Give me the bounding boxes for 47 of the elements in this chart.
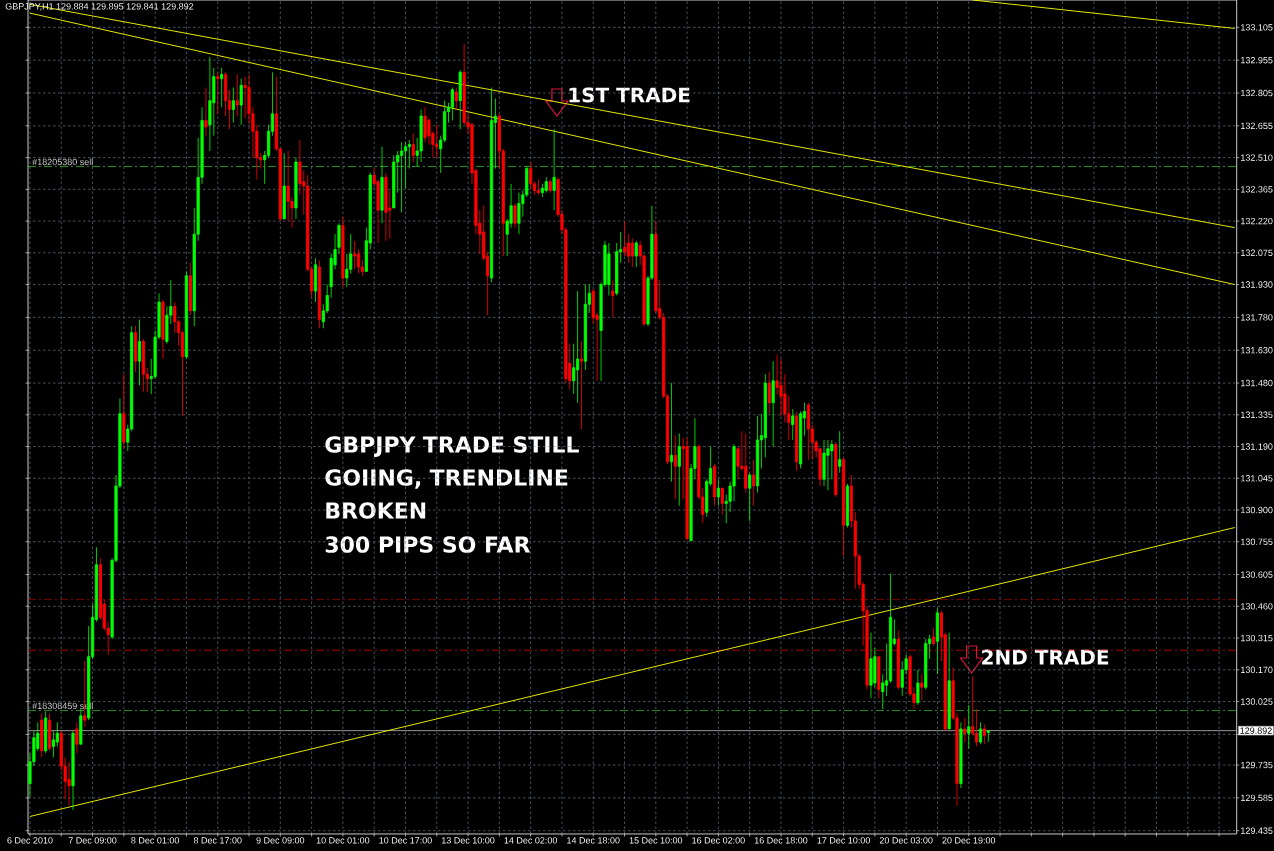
x-tick-label: 9 Dec 09:00 xyxy=(256,837,305,844)
x-tick-label: 7 Dec 09:00 xyxy=(68,837,117,844)
x-tick-label: 13 Dec 10:00 xyxy=(441,837,495,844)
y-tick-label: 131.480 xyxy=(1241,379,1273,387)
y-tick-label: 133.105 xyxy=(1241,24,1273,31)
y-tick-label: 129.435 xyxy=(1241,827,1273,834)
y-tick-label: 130.605 xyxy=(1241,571,1273,578)
annotation: 2ND TRADE xyxy=(982,649,1109,665)
y-tick-label: 132.510 xyxy=(1241,154,1273,161)
ref-line-label: #18205380 sell xyxy=(32,158,93,166)
y-tick-label: 131.190 xyxy=(1241,443,1273,450)
x-tick-label: 20 Dec 03:00 xyxy=(879,837,933,844)
y-tick-label: 130.755 xyxy=(1241,538,1273,545)
y-tick-label: 132.805 xyxy=(1241,89,1273,97)
x-tick-label: 10 Dec 17:00 xyxy=(379,837,432,844)
x-tick-label: 16 Dec 02:00 xyxy=(692,837,745,844)
annotation: GBPJPY TRADE STILL GOIING, TRENDLINE BROKEN xyxy=(325,436,579,519)
y-tick-label: 129.735 xyxy=(1241,761,1273,769)
y-tick-label: 131.930 xyxy=(1241,281,1273,288)
x-tick-label: 14 Dec 18:00 xyxy=(567,837,620,844)
y-tick-label: 131.335 xyxy=(1241,411,1273,418)
x-tick-label: 8 Dec 01:00 xyxy=(131,837,180,844)
x-tick-label: 15 Dec 10:00 xyxy=(629,837,683,844)
y-tick-label: 131.045 xyxy=(1241,475,1273,482)
y-tick-label: 132.220 xyxy=(1241,217,1273,225)
x-tick-label: 20 Dec 19:00 xyxy=(942,837,996,844)
y-tick-label: 130.025 xyxy=(1241,698,1273,705)
y-tick-label: 130.900 xyxy=(1241,506,1273,514)
x-tick-label: 16 Dec 18:00 xyxy=(754,837,808,844)
annotation: 300 PIPS SO FAR xyxy=(325,536,531,553)
x-tick-label: 10 Dec 01:00 xyxy=(316,837,370,844)
y-tick-label: 132.365 xyxy=(1241,186,1273,193)
y-tick-label: 130.460 xyxy=(1241,603,1273,610)
annotation: 1ST TRADE xyxy=(569,87,690,103)
x-tick-label: 8 Dec 17:00 xyxy=(193,837,242,844)
x-tick-label: 6 Dec 2010 xyxy=(7,837,53,844)
x-tick-label: 17 Dec 10:00 xyxy=(817,837,870,844)
y-tick-label: 132.655 xyxy=(1241,122,1273,130)
y-tick-label: 132.075 xyxy=(1241,249,1273,256)
ref-line-label: 129.892 xyxy=(1240,727,1272,734)
y-tick-label: 131.630 xyxy=(1241,347,1273,354)
y-tick-label: 130.170 xyxy=(1241,666,1273,673)
x-tick-label: 14 Dec 02:00 xyxy=(504,837,558,844)
y-tick-label: 130.315 xyxy=(1241,634,1273,642)
y-tick-label: 132.955 xyxy=(1241,56,1273,64)
y-tick-label: 131.780 xyxy=(1241,314,1273,321)
y-tick-label: 129.585 xyxy=(1241,794,1273,802)
